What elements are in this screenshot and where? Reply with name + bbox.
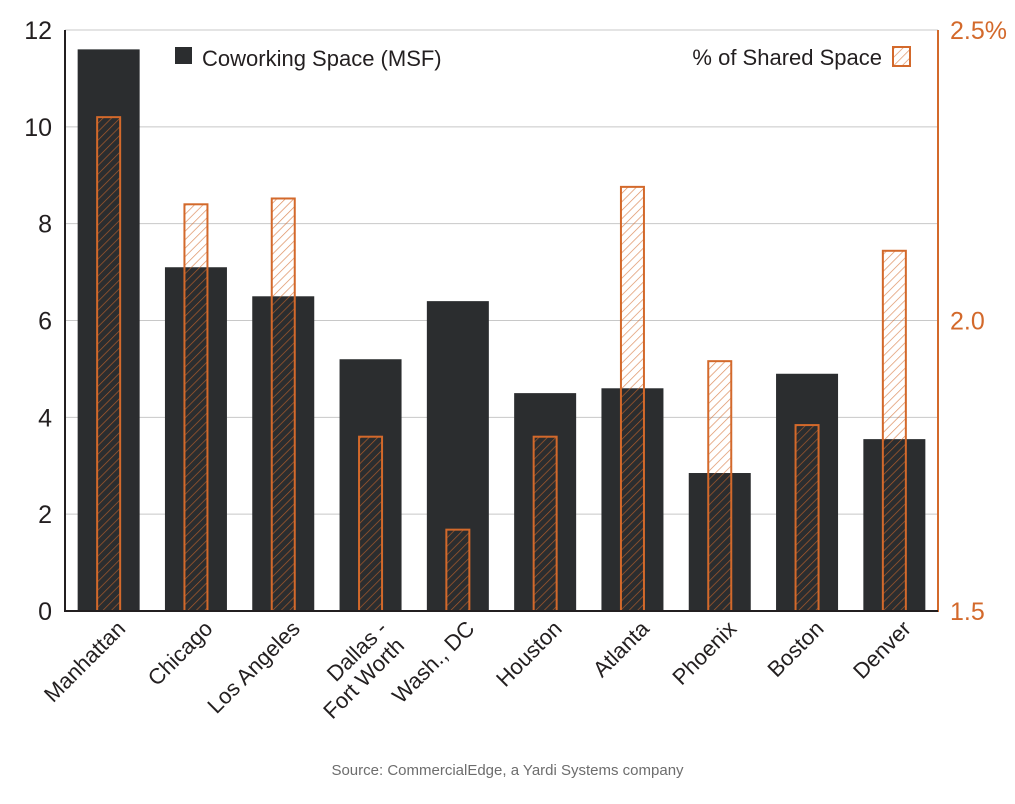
category-label: Phoenix [667,616,741,690]
legend-shared-label: % of Shared Space [692,45,882,70]
category-label: Denver [848,616,916,684]
shared-space-bar [183,203,209,613]
right-axis-ticks: 1.5 2.0 2.5% [950,17,1007,626]
left-tick-label: 10 [24,114,52,142]
left-tick-label: 2 [38,501,52,529]
legend-shared-swatch [892,46,911,67]
source-note: Source: CommercialEdge, a Yardi Systems … [331,762,684,779]
left-tick-label: 4 [38,404,52,432]
category-label: Chicago [143,616,218,691]
shared-space-bar [358,435,384,613]
legend-left: Coworking Space (MSF) [175,46,442,71]
shared-space-bar [794,424,820,612]
shared-space-bar [270,197,296,613]
chart: 0 2 4 6 8 10 12 1.5 2.0 2.5% Manhattan ChicagoLos… [24,17,1007,724]
shared-space-bar [532,435,558,613]
category-label: Manhattan [39,616,130,707]
category-label: Houston [491,616,567,692]
left-axis-ticks: 0 2 4 6 8 10 12 [24,17,52,626]
category-label: Boston [762,616,828,682]
legend-coworking-swatch [175,47,192,64]
legend-coworking-label: Coworking Space (MSF) [202,46,442,71]
left-tick-label: 6 [38,308,52,336]
shared-space-bar [445,528,471,612]
right-tick-label: 2.5% [950,17,1007,45]
shared-space-bar [881,249,907,612]
axes [64,30,939,612]
left-tick-label: 12 [24,17,52,45]
category-label: Los Angeles [202,616,304,718]
right-tick-label: 2.0 [950,308,985,336]
shared-space-bar [707,360,733,613]
shared-space-bar [96,116,122,613]
left-tick-label: 0 [38,598,52,626]
legend-right: % of Shared Space [692,45,911,70]
left-tick-label: 8 [38,211,52,239]
category-label: Atlanta [588,615,655,682]
right-tick-label: 1.5 [950,598,985,626]
category-label: Wash., DC [387,616,479,708]
shared-space-bar [619,185,645,612]
category-label: Dallas -Fort Worth [301,616,409,724]
